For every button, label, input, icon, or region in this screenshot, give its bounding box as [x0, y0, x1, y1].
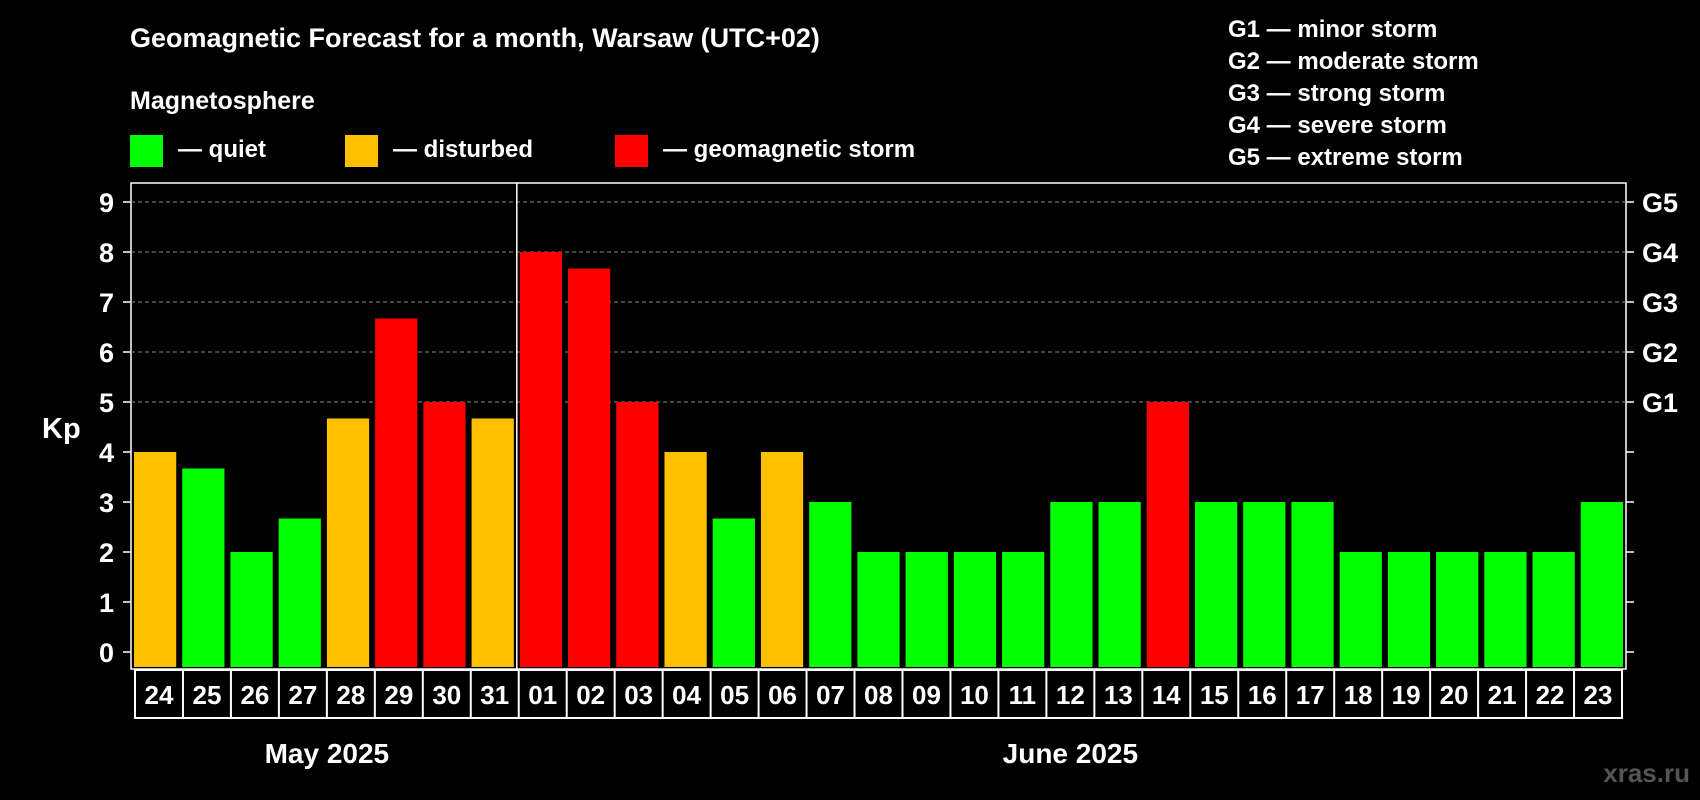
date-box-frame	[134, 669, 1623, 719]
storm-scale-g2: G2 — moderate storm	[1228, 48, 1479, 75]
x-tick-label: 15	[1200, 680, 1229, 710]
bar	[1050, 502, 1093, 667]
bar	[664, 452, 707, 667]
x-tick-label: 20	[1440, 680, 1469, 710]
y-tick-label: 5	[99, 388, 114, 418]
chart-title: Geomagnetic Forecast for a month, Warsaw…	[130, 23, 820, 53]
storm-scale-g3: G3 — strong storm	[1228, 80, 1445, 107]
bar	[278, 518, 321, 667]
x-tick-label: 28	[336, 680, 365, 710]
legend-label-disturbed: — disturbed	[393, 136, 533, 163]
bar	[1532, 552, 1575, 667]
y-tick-label: 2	[99, 538, 114, 568]
bar	[953, 552, 997, 667]
storm-scale-g5: G5 — extreme storm	[1228, 144, 1463, 171]
watermark: xras.ru	[1603, 758, 1690, 788]
right-axis-label-g4: G4	[1642, 238, 1678, 268]
right-axis-label-g2: G2	[1642, 338, 1678, 368]
x-tick-label: 02	[576, 680, 605, 710]
x-tick-label: 18	[1344, 680, 1373, 710]
right-axis-label-g5: G5	[1642, 188, 1678, 218]
bar	[326, 418, 370, 667]
x-tick-label: 30	[432, 680, 461, 710]
y-tick-label: 8	[99, 238, 114, 268]
bar	[1580, 502, 1623, 667]
right-axis-label-g1: G1	[1642, 388, 1678, 418]
x-tick-label: 25	[192, 680, 221, 710]
x-tick-label: 05	[720, 680, 749, 710]
month-label: May 2025	[265, 738, 390, 769]
x-tick-label: 12	[1056, 680, 1085, 710]
legend-swatch-disturbed	[345, 135, 378, 167]
y-tick-label: 4	[99, 438, 114, 468]
y-tick-label: 3	[99, 488, 114, 518]
y-tick-label: 0	[99, 638, 114, 668]
legend-label-storm: — geomagnetic storm	[663, 136, 915, 163]
bar	[760, 452, 804, 667]
storm-scale-g4: G4 — severe storm	[1228, 112, 1447, 139]
bar	[1339, 552, 1382, 667]
right-axis-label-g3: G3	[1642, 288, 1678, 318]
x-tick-label: 19	[1392, 680, 1421, 710]
x-tick-label: 13	[1104, 680, 1133, 710]
x-tick-label: 29	[384, 680, 413, 710]
x-tick-label: 16	[1248, 680, 1277, 710]
y-tick-label: 7	[99, 288, 114, 318]
storm-scale-g1: G1 — minor storm	[1228, 16, 1437, 43]
x-tick-label: 08	[864, 680, 893, 710]
bar	[1098, 502, 1141, 667]
x-tick-label: 24	[145, 680, 174, 710]
x-tick-label: 26	[240, 680, 269, 710]
bar	[471, 418, 514, 667]
x-tick-label: 31	[480, 680, 509, 710]
x-tick-label: 21	[1488, 680, 1517, 710]
x-tick-label: 17	[1296, 680, 1325, 710]
x-tick-label: 14	[1152, 680, 1181, 710]
bar	[134, 452, 177, 667]
x-tick-label: 10	[960, 680, 989, 710]
x-tick-label: 03	[624, 680, 653, 710]
bar	[857, 552, 900, 667]
legend-swatch-quiet	[130, 135, 163, 167]
bar	[1002, 552, 1045, 667]
x-tick-label: 27	[288, 680, 317, 710]
bar	[182, 468, 225, 667]
bar	[712, 518, 755, 667]
y-tick-label: 9	[99, 188, 114, 218]
bar	[519, 252, 563, 667]
bar	[1436, 552, 1479, 667]
bar	[905, 552, 948, 667]
legend-title: Magnetosphere	[130, 87, 315, 115]
bar	[1194, 502, 1238, 667]
x-tick-label: 04	[672, 680, 701, 710]
legend-swatch-storm	[615, 135, 648, 167]
x-tick-label: 07	[816, 680, 845, 710]
x-tick-label: 22	[1536, 680, 1565, 710]
bar	[230, 552, 273, 667]
bar	[809, 502, 852, 667]
x-tick-label: 09	[912, 680, 941, 710]
month-label: June 2025	[1003, 738, 1138, 769]
bar	[1291, 502, 1334, 667]
bar	[1243, 502, 1286, 667]
bar	[423, 402, 466, 667]
bar	[616, 402, 659, 667]
y-tick-label: 6	[99, 338, 114, 368]
legend-label-quiet: — quiet	[178, 136, 266, 163]
bar	[568, 268, 611, 667]
bar	[1484, 552, 1527, 667]
x-tick-label: 23	[1584, 680, 1613, 710]
x-tick-label: 01	[528, 680, 557, 710]
bar	[375, 318, 418, 667]
bar	[1146, 402, 1189, 667]
y-axis-label: Kp	[42, 413, 81, 445]
y-tick-label: 1	[99, 588, 114, 618]
x-tick-label: 06	[768, 680, 797, 710]
x-tick-label: 11	[1009, 680, 1037, 710]
bar	[1387, 552, 1431, 667]
